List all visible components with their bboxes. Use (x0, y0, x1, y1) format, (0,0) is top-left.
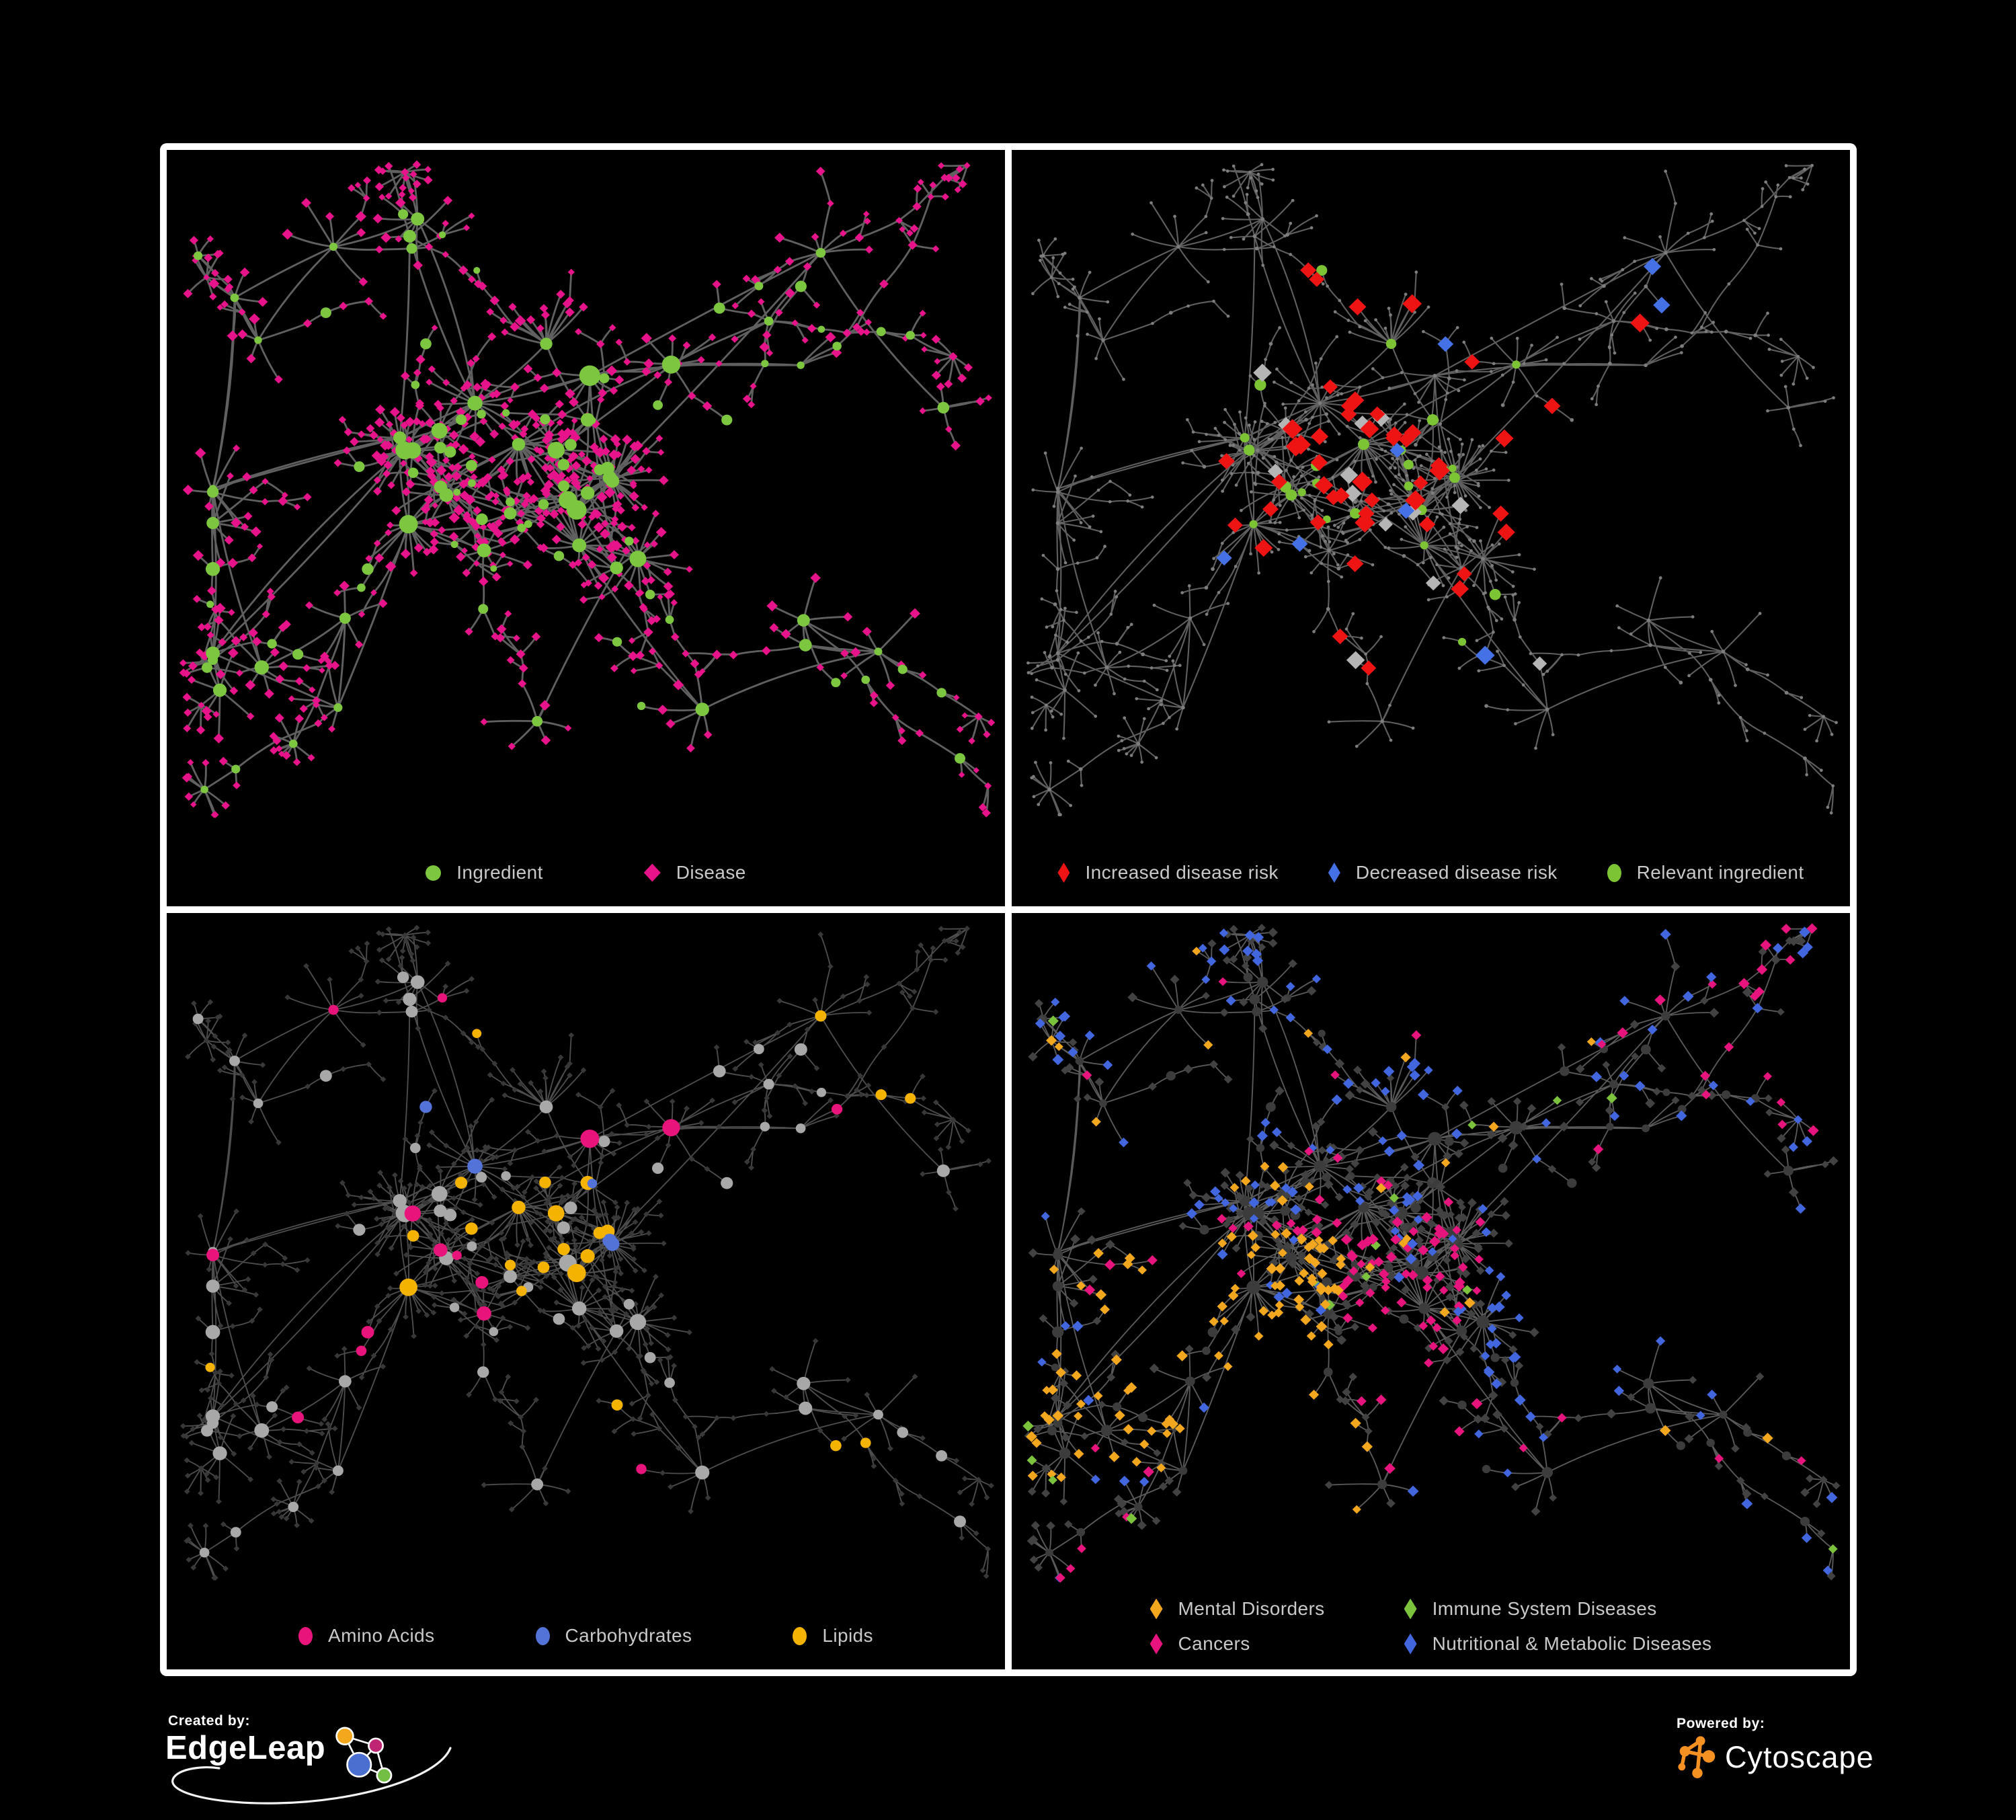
nutritional-metabolic-swatch-icon (1404, 1633, 1417, 1655)
edgeleap-swoosh-curve (171, 1747, 452, 1805)
edgeleap-credit: Created by: EdgeLeap (165, 1713, 488, 1814)
panel-disease-categories: Mental Disorders Immune System Diseases … (1012, 913, 1850, 1669)
immune-diseases-swatch-icon (1404, 1598, 1417, 1620)
legend-disease-categories: Mental Disorders Immune System Diseases … (1150, 1598, 1712, 1655)
legend-disease-risk: Increased disease risk Decreased disease… (1012, 862, 1850, 883)
legend-label: Decreased disease risk (1355, 862, 1558, 883)
legend-label: Carbohydrates (565, 1625, 692, 1646)
cytoscape-brand-row: Cytoscape (1677, 1735, 1874, 1780)
legend-label: Disease (676, 862, 746, 883)
cytoscape-logo-text: Cytoscape (1725, 1740, 1874, 1774)
disease-swatch-icon (643, 863, 661, 882)
legend-item-amino-acids: Amino Acids (298, 1625, 434, 1647)
amino-acids-swatch-icon (298, 1626, 313, 1645)
network-graph-disease-risk (1012, 150, 1850, 831)
legend-label: Ingredient (456, 862, 543, 883)
legend-label: Mental Disorders (1178, 1598, 1325, 1619)
legend-item-lipids: Lipids (793, 1625, 873, 1647)
legend-label: Amino Acids (328, 1625, 435, 1646)
legend-item-carbohydrates: Carbohydrates (535, 1625, 692, 1647)
legend-item-nutritional-metabolic: Nutritional & Metabolic Diseases (1404, 1633, 1712, 1655)
legend-item-decreased-risk: Decreased disease risk (1328, 862, 1558, 883)
cytoscape-credit: Powered by: Cytoscape (1677, 1716, 1874, 1780)
network-graph-macronutrients (167, 913, 1005, 1594)
legend-item-relevant-ingredient: Relevant ingredient (1607, 862, 1804, 883)
legend-item-mental-disorders: Mental Disorders (1150, 1598, 1325, 1620)
decreased-risk-swatch-icon (1328, 863, 1340, 883)
lipids-swatch-icon (793, 1626, 807, 1645)
legend-item-disease: Disease (643, 862, 746, 883)
powered-by-label: Powered by: (1677, 1716, 1765, 1731)
panel-disease-risk: Increased disease risk Decreased disease… (1012, 150, 1850, 906)
legend-label: Increased disease risk (1085, 862, 1279, 883)
panel-ingredient-disease: Ingredient Disease (167, 150, 1005, 906)
network-graph-disease-categories (1012, 913, 1850, 1594)
edgeleap-brand-row: EdgeLeap (165, 1727, 488, 1794)
mental-disorders-swatch-icon (1150, 1598, 1163, 1620)
carbohydrates-swatch-icon (535, 1626, 550, 1645)
panel-macronutrients: Amino Acids Carbohydrates Lipids (167, 913, 1005, 1669)
network-graph-ingredient-disease (167, 150, 1005, 831)
legend-ingredient-disease: Ingredient Disease (167, 862, 1005, 883)
legend-label: Cancers (1178, 1633, 1250, 1654)
legend-label: Lipids (822, 1625, 873, 1646)
edgeleap-logo-text: EdgeLeap (165, 1730, 326, 1766)
edgeleap-logo-icon (335, 1727, 393, 1784)
legend-label: Immune System Diseases (1432, 1598, 1657, 1619)
created-by-label: Created by: (168, 1713, 251, 1729)
panels-grid: Ingredient Disease Increased disease ris… (160, 143, 1857, 1676)
relevant-ingredient-swatch-icon (1607, 863, 1621, 882)
cytoscape-logo-icon (1678, 1736, 1716, 1778)
ingredient-swatch-icon (426, 865, 442, 881)
legend-item-cancers: Cancers (1150, 1633, 1325, 1655)
legend-label: Relevant ingredient (1636, 862, 1804, 883)
legend-item-ingredient: Ingredient (426, 862, 543, 883)
legend-item-increased-risk: Increased disease risk (1057, 862, 1278, 883)
legend-macronutrients: Amino Acids Carbohydrates Lipids (167, 1625, 1005, 1647)
legend-label: Nutritional & Metabolic Diseases (1432, 1633, 1712, 1654)
cancers-swatch-icon (1150, 1633, 1163, 1655)
legend-item-immune-diseases: Immune System Diseases (1404, 1598, 1712, 1620)
increased-risk-swatch-icon (1057, 863, 1070, 883)
